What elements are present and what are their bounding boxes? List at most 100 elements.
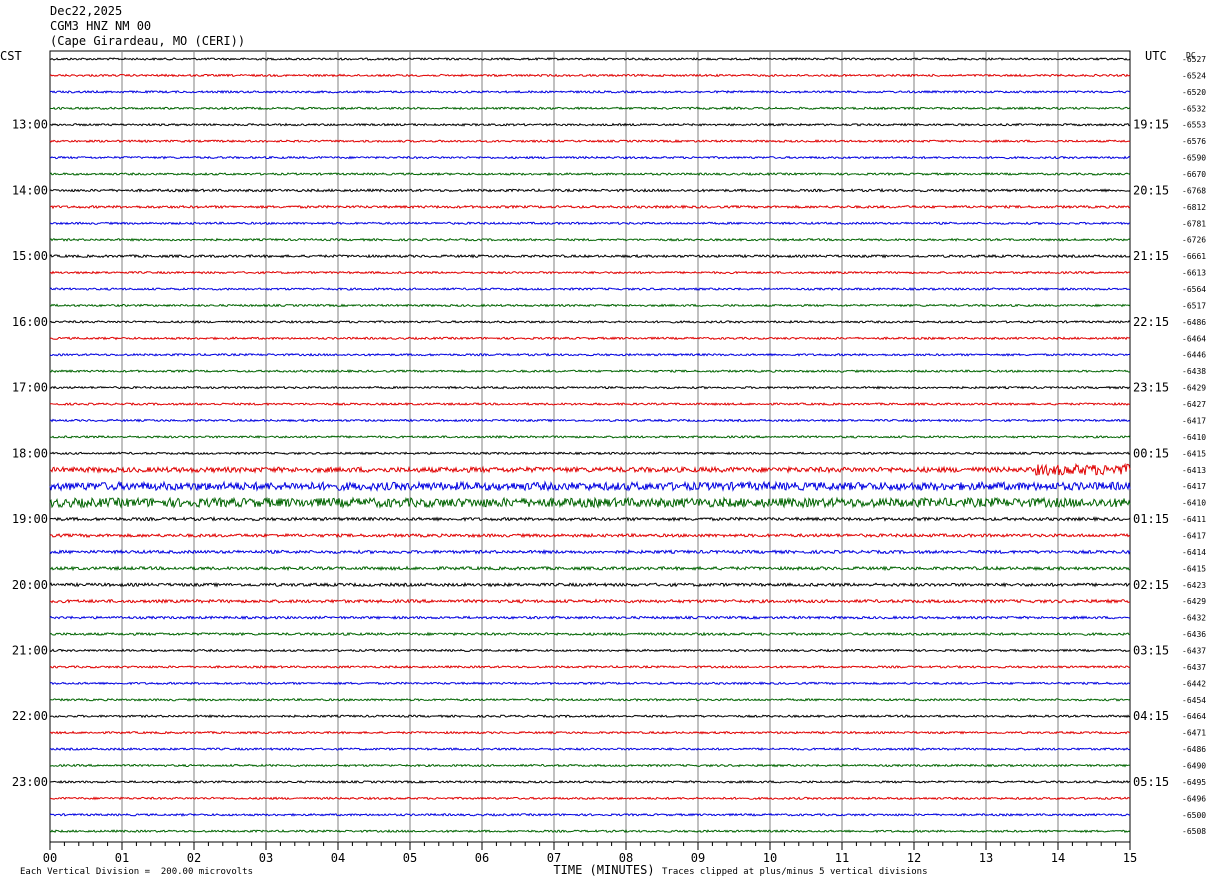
dc-offset-label: -6495 <box>1182 778 1206 787</box>
dc-offset-label: -6437 <box>1182 663 1206 672</box>
right-hour-label: 00:15 <box>1133 446 1169 460</box>
left-hour-label: 17:00 <box>12 381 48 395</box>
dc-offset-label: -6417 <box>1182 482 1206 491</box>
x-tick-label: 08 <box>619 851 633 865</box>
dc-offset-label: -6471 <box>1182 729 1206 738</box>
x-tick-label: 10 <box>763 851 777 865</box>
dc-offset-label: -6781 <box>1182 219 1206 228</box>
dc-offset-label: -6520 <box>1182 88 1206 97</box>
seismic-trace-12 <box>49 237 1131 242</box>
seismic-trace-39 <box>49 681 1131 686</box>
seismic-trace-3 <box>49 89 1131 94</box>
seismic-trace-20 <box>49 369 1131 374</box>
x-tick-label: 01 <box>115 851 129 865</box>
dc-offset-label: -6500 <box>1182 811 1206 820</box>
x-tick-label: 00 <box>43 851 57 865</box>
x-tick-label: 15 <box>1123 851 1137 865</box>
dc-offset-label: -6423 <box>1182 581 1206 590</box>
left-hour-label: 21:00 <box>12 643 48 657</box>
x-tick-label: 13 <box>979 851 993 865</box>
left-hour-label: 20:00 <box>12 578 48 592</box>
left-hour-label: 19:00 <box>12 512 48 526</box>
seismic-trace-5 <box>49 122 1131 127</box>
seismic-trace-43 <box>49 747 1131 752</box>
seismic-trace-38 <box>49 664 1131 669</box>
seismic-trace-4 <box>49 106 1131 111</box>
x-tick-label: 02 <box>187 851 201 865</box>
seismic-trace-13 <box>49 253 1131 259</box>
seismic-trace-24 <box>49 434 1131 439</box>
seismic-trace-23 <box>49 418 1131 423</box>
dc-offset-label: -6576 <box>1182 137 1206 146</box>
dc-offset-label: -6411 <box>1182 515 1206 524</box>
trace-layer <box>49 56 1131 834</box>
left-hour-label: 18:00 <box>12 446 48 460</box>
minute-grid <box>49 50 1131 850</box>
seismic-trace-47 <box>49 812 1131 817</box>
x-tick-label: 06 <box>475 851 489 865</box>
seismic-trace-16 <box>49 303 1131 308</box>
dc-offset-label: -6417 <box>1182 416 1206 425</box>
seismic-trace-44 <box>49 763 1131 768</box>
station-location: (Cape Girardeau, MO (CERI)) <box>50 34 246 48</box>
x-tick-label: 05 <box>403 851 417 865</box>
seismic-trace-7 <box>49 155 1131 160</box>
dc-offset-label: -6415 <box>1182 449 1206 458</box>
x-tick-label: 09 <box>691 851 705 865</box>
seismic-trace-9 <box>49 187 1131 193</box>
seismic-trace-28 <box>49 496 1131 509</box>
dc-offset-label: -6490 <box>1182 761 1206 770</box>
seismic-trace-34 <box>49 598 1131 604</box>
seismic-trace-29 <box>49 515 1131 523</box>
seismic-trace-21 <box>49 385 1131 390</box>
left-hour-label: 22:00 <box>12 709 48 723</box>
dc-offset-label: -6414 <box>1182 548 1206 557</box>
station-code: CGM3 HNZ NM 00 <box>50 19 152 33</box>
dc-offset-label: -6429 <box>1182 597 1206 606</box>
dc-offset-label: -6415 <box>1182 564 1206 573</box>
right-hour-label: 04:15 <box>1133 709 1169 723</box>
seismic-trace-27 <box>49 480 1131 492</box>
left-hour-label: 13:00 <box>12 118 48 132</box>
seismic-trace-42 <box>49 730 1131 735</box>
dc-offset-label: -6564 <box>1182 285 1206 294</box>
label-layer: 00 01 02 03 04 05 06 07 08 09 10 11 12 13 14 15 -6527 -65… <box>12 55 1206 865</box>
plot-date: Dec22,2025 <box>50 4 123 18</box>
dc-offset-label: -6532 <box>1182 104 1206 113</box>
left-hour-label: 15:00 <box>12 249 48 263</box>
dc-offset-label: -6508 <box>1182 827 1206 836</box>
dc-offset-label: -6768 <box>1182 186 1206 195</box>
seismic-trace-33 <box>49 581 1131 588</box>
seismic-trace-14 <box>49 270 1131 275</box>
right-hour-label: 19:15 <box>1133 118 1169 132</box>
seismic-trace-6 <box>49 139 1131 144</box>
seismic-trace-19 <box>49 352 1131 357</box>
dc-offset-label: -6429 <box>1182 384 1206 393</box>
dc-offset-label: -6413 <box>1182 466 1206 475</box>
seismic-trace-25 <box>49 451 1131 456</box>
seismic-trace-45 <box>49 779 1131 784</box>
dc-offset-label: -6417 <box>1182 531 1206 540</box>
dc-offset-label: -6464 <box>1182 712 1206 721</box>
seismic-trace-18 <box>49 336 1131 341</box>
right-hour-label: 22:15 <box>1133 315 1169 329</box>
seismic-trace-17 <box>49 319 1131 324</box>
plot-frame <box>49 50 1131 843</box>
dc-offset-label: -6427 <box>1182 400 1206 409</box>
dc-offset-label: -6442 <box>1182 679 1206 688</box>
dc-offset-label: -6486 <box>1182 745 1206 754</box>
dc-offset-label: -6661 <box>1182 252 1206 261</box>
seismic-trace-8 <box>49 172 1131 177</box>
dc-offset-label: -6410 <box>1182 499 1206 508</box>
right-hour-label: 02:15 <box>1133 578 1169 592</box>
dc-offset-label: -6464 <box>1182 334 1206 343</box>
dc-offset-label: -6590 <box>1182 154 1206 163</box>
x-axis-title: TIME (MINUTES) <box>553 863 654 877</box>
x-tick-label: 04 <box>331 851 345 865</box>
x-tick-label: 14 <box>1051 851 1065 865</box>
seismic-trace-41 <box>49 714 1131 719</box>
seismic-trace-1 <box>49 56 1131 61</box>
dc-offset-label: -6438 <box>1182 367 1206 376</box>
dc-offset-label: -6446 <box>1182 351 1206 360</box>
dc-offset-label: -6553 <box>1182 121 1206 130</box>
